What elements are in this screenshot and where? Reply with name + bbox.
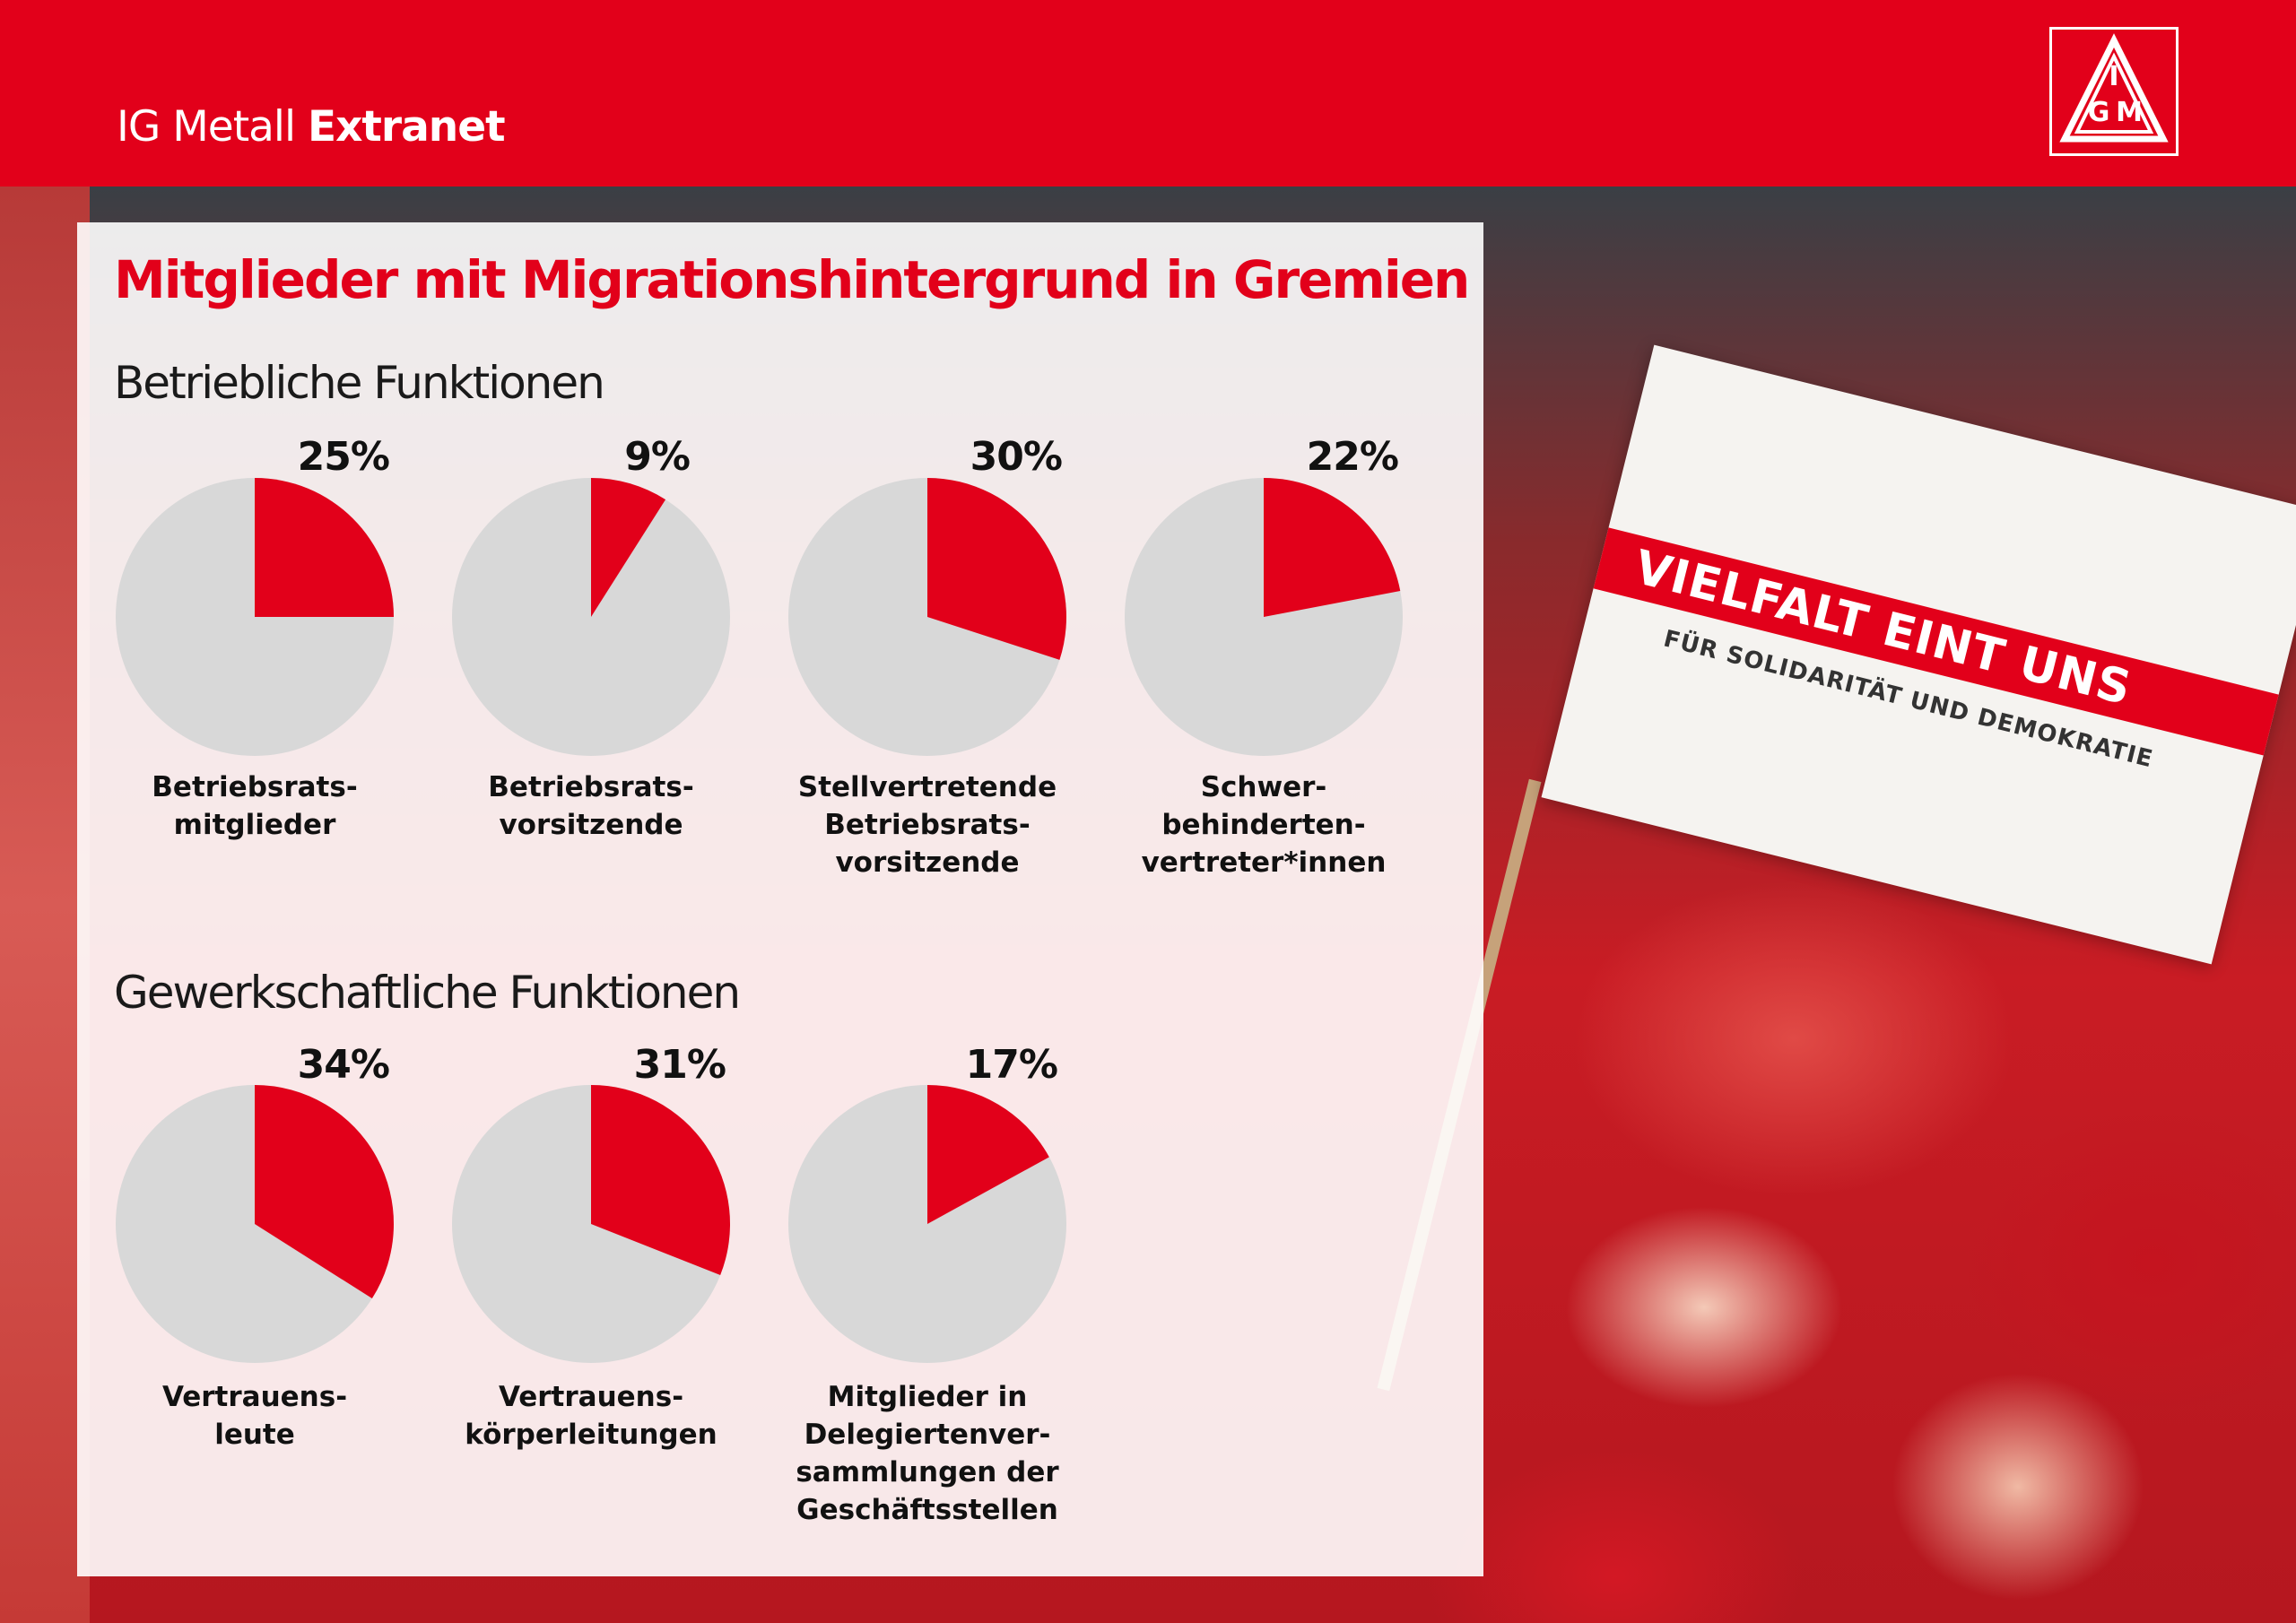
background-photo-left-strip: [0, 187, 90, 1623]
brand-regular: IG Metall: [117, 102, 296, 152]
logo-letter: I: [2109, 61, 2118, 92]
brand-title: IG Metall Extranet: [117, 106, 506, 148]
content-panel: [77, 222, 1483, 1576]
section-heading-betriebliche: Betriebliche Funktionen: [114, 357, 605, 409]
logo-letter: M: [2116, 97, 2143, 128]
logo-letter: G: [2088, 97, 2110, 128]
chart-title: Mitglieder mit Migrationshintergrund in …: [114, 249, 1470, 310]
brand-bold: Extranet: [308, 102, 506, 152]
section-heading-gewerkschaftliche: Gewerkschaftliche Funktionen: [114, 967, 741, 1019]
